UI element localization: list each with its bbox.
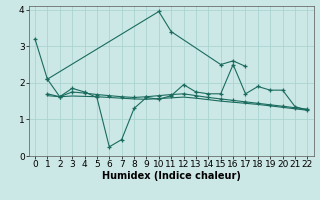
X-axis label: Humidex (Indice chaleur): Humidex (Indice chaleur) bbox=[102, 171, 241, 181]
